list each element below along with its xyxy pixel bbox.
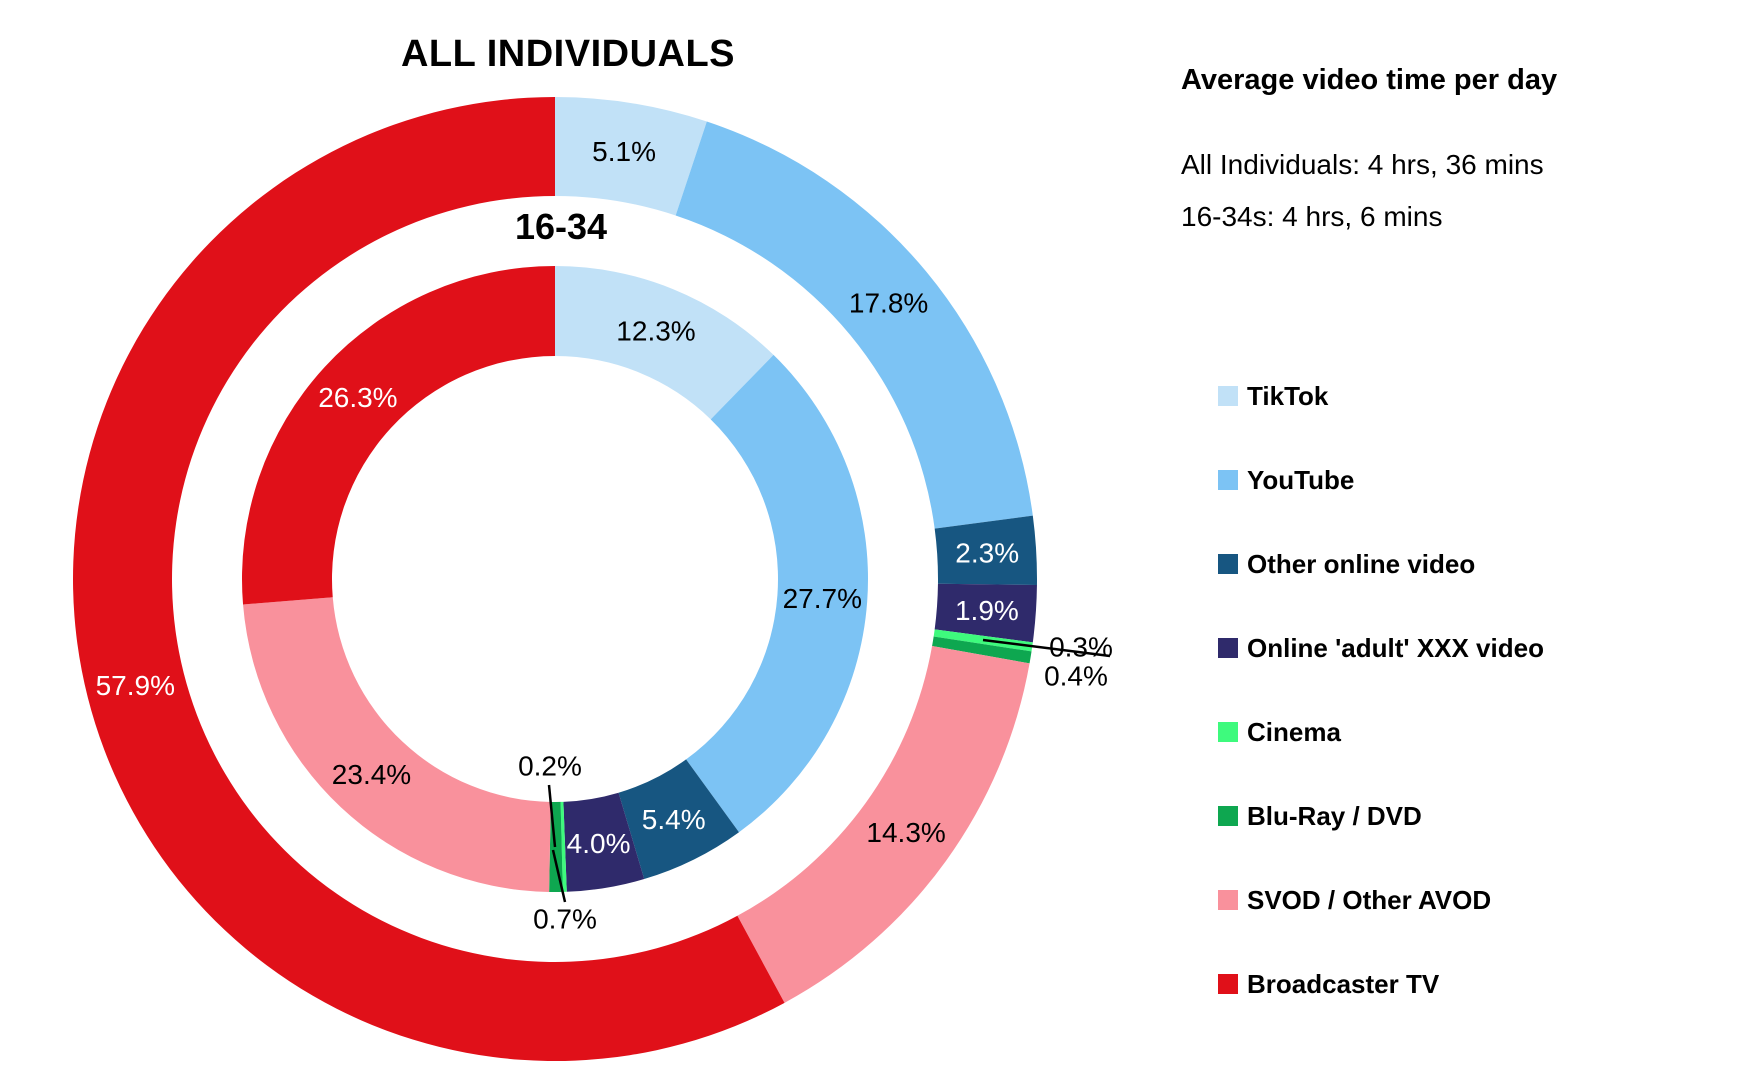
legend-item-tiktok: TikTok xyxy=(1218,380,1544,411)
legend-item-online-adult-video: Online 'adult' XXX video xyxy=(1218,632,1544,663)
legend-item-svod-other-avod: SVOD / Other AVOD xyxy=(1218,884,1544,915)
legend-item-blu-ray-dvd: Blu-Ray / DVD xyxy=(1218,800,1544,831)
segment-inner-broadcaster-tv xyxy=(241,266,556,605)
avg-time-all-individuals: All Individuals: 4 hrs, 36 mins xyxy=(1181,149,1544,180)
legend-label: TikTok xyxy=(1247,380,1329,411)
segment-inner-online-adult-xxx-video xyxy=(563,792,645,892)
value-label-inner-blu-ray-dvd: 0.7% xyxy=(533,904,597,935)
legend-swatch-svod-other-avod xyxy=(1218,890,1238,910)
leader-line-inner-cinema xyxy=(547,784,557,848)
value-label-outer-tiktok: 5.1% xyxy=(592,136,656,167)
value-label-inner-online-adult-xxx-video: 4.0% xyxy=(567,828,631,859)
avg-time-16-34s: 16-34s: 4 hrs, 6 mins xyxy=(1181,201,1443,232)
inner-ring-title: 16-34 xyxy=(514,206,608,247)
leader-line-outer-cinema xyxy=(982,638,1111,658)
segment-outer-blu-ray-dvd xyxy=(932,636,1032,664)
value-label-inner-broadcaster-tv: 26.3% xyxy=(318,382,397,413)
value-label-inner-youtube: 27.7% xyxy=(783,583,862,614)
segment-outer-tiktok xyxy=(555,97,707,216)
legend-swatch-other-online-video xyxy=(1218,554,1238,574)
outer-ring-title: ALL INDIVIDUALS xyxy=(400,33,736,75)
legend-label: Broadcaster TV xyxy=(1247,968,1440,999)
legend-swatch-youtube xyxy=(1218,470,1238,490)
value-label-inner-other-online-video: 5.4% xyxy=(642,804,706,835)
segment-inner-youtube xyxy=(686,354,869,833)
legend-item-broadcaster-tv: Broadcaster TV xyxy=(1218,968,1544,999)
segment-inner-cinema xyxy=(560,801,567,892)
legend-label: Blu-Ray / DVD xyxy=(1247,800,1422,831)
value-label-inner-tiktok: 12.3% xyxy=(616,315,695,346)
value-label-outer-other-online-video: 2.3% xyxy=(955,538,1019,569)
legend-label: YouTube xyxy=(1247,464,1355,495)
legend-swatch-tiktok xyxy=(1218,386,1238,406)
leader-line-inner-blu-ray-dvd xyxy=(551,849,567,903)
legend-label: Online 'adult' XXX video xyxy=(1247,632,1544,663)
side-panel-heading: Average video time per day xyxy=(1181,64,1558,96)
segment-inner-other-online-video xyxy=(618,759,739,880)
legend-item-cinema: Cinema xyxy=(1218,716,1544,747)
legend-swatch-broadcaster-tv xyxy=(1218,974,1238,994)
legend-item-youtube: YouTube xyxy=(1218,464,1544,495)
segment-outer-youtube xyxy=(675,121,1033,529)
segment-outer-online-adult-xxx-video xyxy=(934,583,1037,643)
value-label-outer-online-adult-xxx-video: 1.9% xyxy=(955,595,1019,626)
legend-label: SVOD / Other AVOD xyxy=(1247,884,1492,915)
segment-outer-broadcaster-tv xyxy=(73,97,785,1061)
legend: TikTok YouTube Other online video Online… xyxy=(1218,380,1544,999)
value-label-outer-broadcaster-tv: 57.9% xyxy=(96,670,175,701)
legend-swatch-online-adult-video xyxy=(1218,638,1238,658)
legend-label: Cinema xyxy=(1247,716,1341,747)
legend-swatch-blu-ray-dvd xyxy=(1218,806,1238,826)
value-label-inner-cinema: 0.2% xyxy=(518,751,582,782)
segment-inner-tiktok xyxy=(555,265,774,420)
value-label-outer-svod-other-avod: 14.3% xyxy=(866,817,945,848)
legend-label: Other online video xyxy=(1247,548,1476,579)
segment-inner-svod-other-avod xyxy=(243,597,551,892)
value-label-outer-cinema: 0.3% xyxy=(1049,632,1113,663)
legend-item-other-online-video: Other online video xyxy=(1218,548,1544,579)
value-label-outer-youtube: 17.8% xyxy=(849,288,928,319)
segment-outer-other-online-video xyxy=(934,515,1037,586)
legend-swatch-cinema xyxy=(1218,722,1238,742)
segment-outer-svod-other-avod xyxy=(737,646,1030,1003)
value-label-inner-svod-other-avod: 23.4% xyxy=(332,759,411,790)
value-label-outer-blu-ray-dvd: 0.4% xyxy=(1044,661,1108,692)
